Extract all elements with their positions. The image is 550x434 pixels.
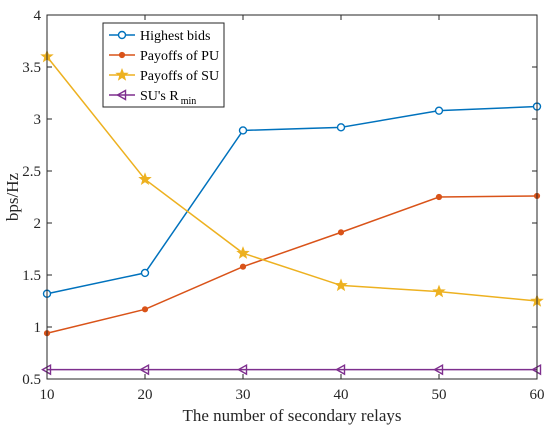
data-point <box>433 363 444 376</box>
data-point <box>239 263 247 270</box>
legend-label: Payoffs of SU <box>140 69 219 84</box>
plot-frame <box>46 14 538 380</box>
y-tick-label: 1.5 <box>22 268 41 284</box>
data-point <box>435 193 443 201</box>
legend-label: Payoffs of PU <box>140 49 219 64</box>
data-point <box>140 268 150 278</box>
legend-marker <box>118 51 126 59</box>
y-tick-label: 4 <box>34 8 42 24</box>
data-point <box>434 106 444 115</box>
data-point <box>141 306 149 313</box>
series-line <box>46 195 538 334</box>
y-tick-label: 3.5 <box>22 60 41 76</box>
data-point <box>238 126 248 135</box>
data-point <box>334 278 348 292</box>
data-point <box>335 363 346 376</box>
y-tick-label: 2 <box>34 216 42 232</box>
y-tick-label: 3 <box>34 112 42 128</box>
legend: Highest bids Payoffs of PU Payoffs of SU SU… <box>102 22 225 108</box>
data-point <box>237 363 248 376</box>
x-tick-label: 60 <box>530 387 545 403</box>
x-tick-label: 20 <box>138 387 153 403</box>
series-line <box>46 105 538 295</box>
data-point <box>139 363 150 376</box>
legend-item: Payoffs of PU <box>109 49 219 64</box>
y-tick-label: 1 <box>34 320 42 336</box>
y-axis-label: bps/Hz <box>3 172 22 221</box>
y-tick-label: 2.5 <box>22 164 41 180</box>
legend-marker <box>116 89 127 101</box>
x-axis-label: The number of secondary relays <box>182 406 401 425</box>
series-1 <box>42 102 542 298</box>
data-point <box>337 229 345 236</box>
y-tick-label: 0.5 <box>22 372 41 388</box>
x-tick-label: 40 <box>334 387 349 403</box>
x-tick-label: 50 <box>432 387 447 403</box>
ticks-layer: 10 20 30 40 50 60 0.5 1 1.5 2 2.5 3 3.5 4 <box>22 8 544 403</box>
data-point <box>336 123 346 132</box>
x-tick-label: 10 <box>40 387 55 403</box>
x-tick-label: 30 <box>236 387 251 403</box>
legend-marker <box>117 30 127 40</box>
series-4 <box>41 363 542 376</box>
legend-marker <box>115 67 129 81</box>
legend-label: Highest bids <box>140 29 210 44</box>
legend-item: Payoffs of SU <box>109 67 219 84</box>
series-line <box>46 56 538 302</box>
data-point <box>138 172 152 186</box>
series-2 <box>43 192 541 337</box>
data-point <box>236 246 250 259</box>
data-point <box>432 284 446 298</box>
legend-item: Highest bids <box>109 29 210 44</box>
